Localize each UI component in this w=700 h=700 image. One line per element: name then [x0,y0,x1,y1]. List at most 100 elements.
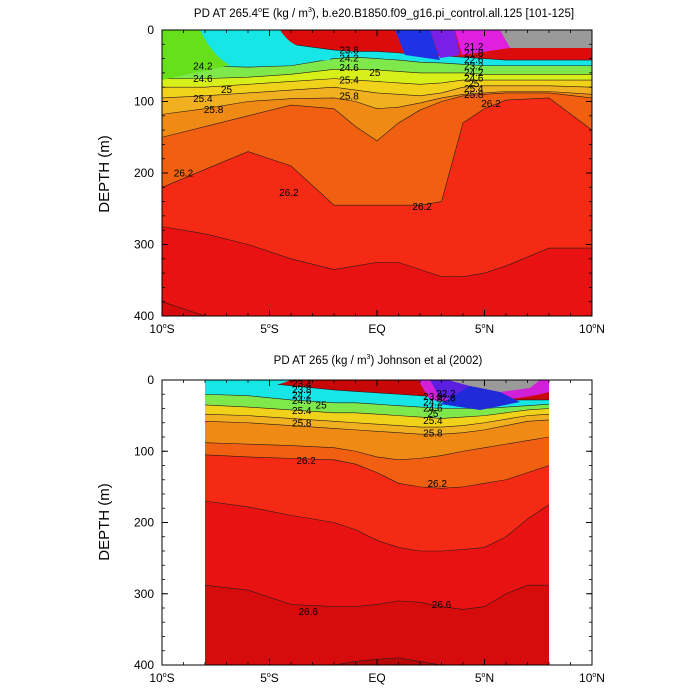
contour-label: 24.2 [423,398,443,409]
isopycnal-line-26.2 [162,97,592,206]
contour-label: 25 [221,85,233,96]
contour-label: 26.2 [412,202,432,213]
isopycnal-line-25.8 [205,419,549,435]
y-tick-label: 200 [134,516,154,530]
contour-label: 26.6 [432,600,452,611]
contour-label: 26.2 [296,456,316,467]
contour-label: 26.2 [481,99,501,110]
isopycnal-line-26 [162,92,592,142]
y-tick-label: 200 [134,166,154,180]
y-tick-label: 100 [134,95,154,109]
panel-top-ylabel: DEPTH (m) [96,135,113,213]
contour-label: 25.8 [464,90,484,101]
y-tick-label: 300 [134,587,154,601]
surface-blue-patch [395,30,440,60]
contour-label: 25.8 [423,428,443,439]
panel-bottom-title: PD AT 265 (kg / m3) Johnson et al (2002) [274,354,483,367]
y-tick-label: 300 [134,238,154,252]
density-bands-top [162,31,592,316]
contour-label: 24.6 [339,63,359,74]
contour-label: 23.8 [339,46,359,57]
isopycnal-line-26.2 [205,454,549,489]
contour-label: 25 [316,401,328,412]
contour-label: 21.8 [464,48,484,59]
contour-label: 26.2 [174,169,194,180]
y-tick-label: 400 [134,309,154,323]
panel-top-title: PD AT 265.4oE (kg / m3), b.e20.B1850.f09… [194,7,574,20]
contour-labels-top: 23.824.224.224.624.6252525.425.425.825.8… [174,42,501,213]
contour-label: 25.8 [204,105,224,116]
isopycnal-line-24.2 [205,393,549,409]
x-tick-label: EQ [368,322,385,336]
x-tick-label: 10oS [149,671,174,685]
isopycnal-line-25.4 [205,413,549,428]
isopycnal-line-26 [205,436,549,461]
isopycnal-line-25 [162,78,592,88]
panel-top-y-ticks: 0 100 200 300 400 [134,23,592,323]
contour-label: 23.2 [464,61,484,72]
isopycnal-line-25.8 [162,91,592,115]
contour-label: 23.4 [292,379,312,390]
x-tick-label: 5oS [260,671,279,685]
x-tick-label: 5oN [475,671,494,685]
contour-label: 24.6 [193,74,213,85]
contour-label: 24.2 [292,391,312,402]
x-tick-label: EQ [368,671,385,685]
contour-label: 24.6 [423,403,443,414]
y-tick-label: 0 [147,23,154,37]
panel-bottom-field: 23.423.824.224.6 2525.425.826.226.226.626… [205,379,549,665]
isopycnal-line-25 [205,404,549,419]
surface-navy-patch-b [440,386,520,410]
contour-label: 23.8 [292,385,312,396]
contour-label: 25.8 [292,418,312,429]
x-tick-label: 10oS [149,322,174,336]
isopycnal-lines-bottom [205,380,549,665]
density-band-26.6 [205,585,549,665]
contour-label: 22.2 [436,389,456,400]
contour-label: 22.6 [436,393,456,404]
y-tick-label: 0 [147,373,154,387]
panel-bottom-y-ticks: 0 100 200 300 400 [134,373,592,672]
contour-label: 25.4 [423,416,443,427]
panel-bottom-x-ticks: 10oS 5oS EQ 5oN 10oN [149,380,605,685]
surface-magenta-patch [455,30,510,55]
isopycnal-line-26.8 [205,657,549,665]
isopycnal-line-26.4 [162,226,592,277]
contour-label: 25.8 [339,91,359,102]
panel-top-x-ticks: 10oS 5oS EQ 5oN 10oN [149,30,605,336]
surface-gray-patch-b [448,380,540,392]
contour-label: 24.6 [464,73,484,84]
density-bands-bottom [205,380,549,665]
contour-label: 23.8 [423,392,443,403]
x-tick-label: 5oN [475,322,494,336]
contour-label: 25 [369,68,381,79]
contour-label: 24.2 [339,53,359,64]
panel-top: PD AT 265.4oE (kg / m3), b.e20.B1850.f09… [96,7,605,336]
x-tick-label: 10oN [579,671,605,685]
contour-label: 22.6 [464,55,484,66]
x-tick-label: 5oS [260,322,279,336]
contour-labels-bottom: 23.423.824.224.6 2525.425.826.226.226.626… [292,379,456,618]
x-tick-label: 10oN [579,322,605,336]
isopycnal-line-26.6 [205,584,549,610]
isopycnal-line-24.2 [162,56,592,68]
contour-label: 25 [427,409,439,420]
contour-label: 25.4 [464,84,484,95]
y-tick-label: 100 [134,444,154,458]
surface-violet-patch [430,30,460,58]
density-band-26.4 [162,226,592,316]
contour-label: 24.6 [292,396,312,407]
contour-label: 21.2 [464,42,484,53]
contour-label: 25 [468,79,480,90]
y-tick-label: 400 [134,658,154,672]
contour-label: 26.6 [298,607,318,618]
surface-green-patch [162,30,230,80]
panel-bottom: PD AT 265 (kg / m3) Johnson et al (2002)… [96,354,605,685]
contour-label: 25.4 [292,406,312,417]
contour-label: 25.4 [193,94,213,105]
contour-label: 25.4 [339,76,359,87]
panel-top-field: 23.824.224.224.624.6252525.425.425.825.8… [162,30,592,316]
surface-cyan-patch [200,30,330,65]
contour-label: 26.2 [279,188,299,199]
